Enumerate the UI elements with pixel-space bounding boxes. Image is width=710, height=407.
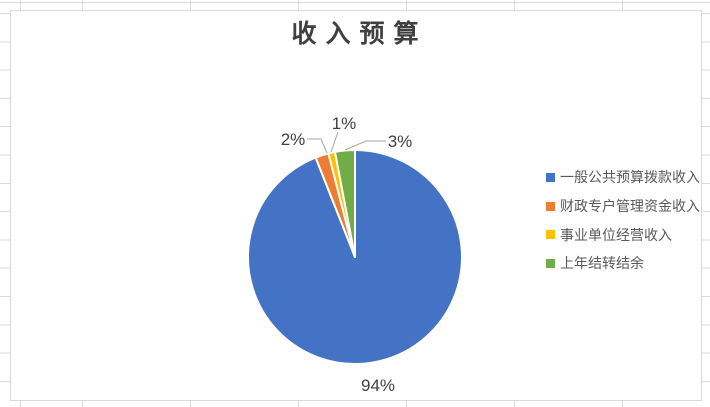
data-label-94pct[interactable]: 94% bbox=[361, 376, 395, 395]
legend-item[interactable]: 一般公共预算拨款收入 bbox=[546, 163, 704, 192]
leader-line-3pct bbox=[344, 140, 386, 151]
legend-swatch bbox=[546, 201, 555, 211]
legend-item[interactable]: 财政专户管理资金收入 bbox=[546, 192, 704, 221]
leader-line-2pct bbox=[307, 138, 328, 154]
data-label-3pct[interactable]: 3% bbox=[388, 132, 413, 151]
legend-label: 财政专户管理资金收入 bbox=[560, 198, 700, 215]
legend-label: 上年结转结余 bbox=[560, 255, 644, 272]
legend-item[interactable]: 事业单位经营收入 bbox=[546, 220, 704, 249]
pie-slices bbox=[246, 149, 463, 365]
data-label-2pct[interactable]: 2% bbox=[281, 130, 306, 149]
pie-slice-3[interactable] bbox=[333, 149, 356, 258]
legend-item[interactable]: 上年结转结余 bbox=[546, 249, 704, 278]
legend-label: 事业单位经营收入 bbox=[560, 226, 672, 243]
legend-label: 一般公共预算拨款收入 bbox=[560, 169, 700, 186]
legend-swatch bbox=[546, 172, 555, 182]
legend-swatch bbox=[546, 230, 555, 240]
chart-title[interactable]: 收入预算 bbox=[291, 19, 428, 48]
data-label-1pct[interactable]: 1% bbox=[332, 114, 357, 133]
chart-legend: 一般公共预算拨款收入 财政专户管理资金收入 事业单位经营收入 上年结转结余 bbox=[546, 163, 704, 278]
leader-line-1pct bbox=[330, 131, 339, 153]
legend-swatch bbox=[546, 258, 555, 268]
